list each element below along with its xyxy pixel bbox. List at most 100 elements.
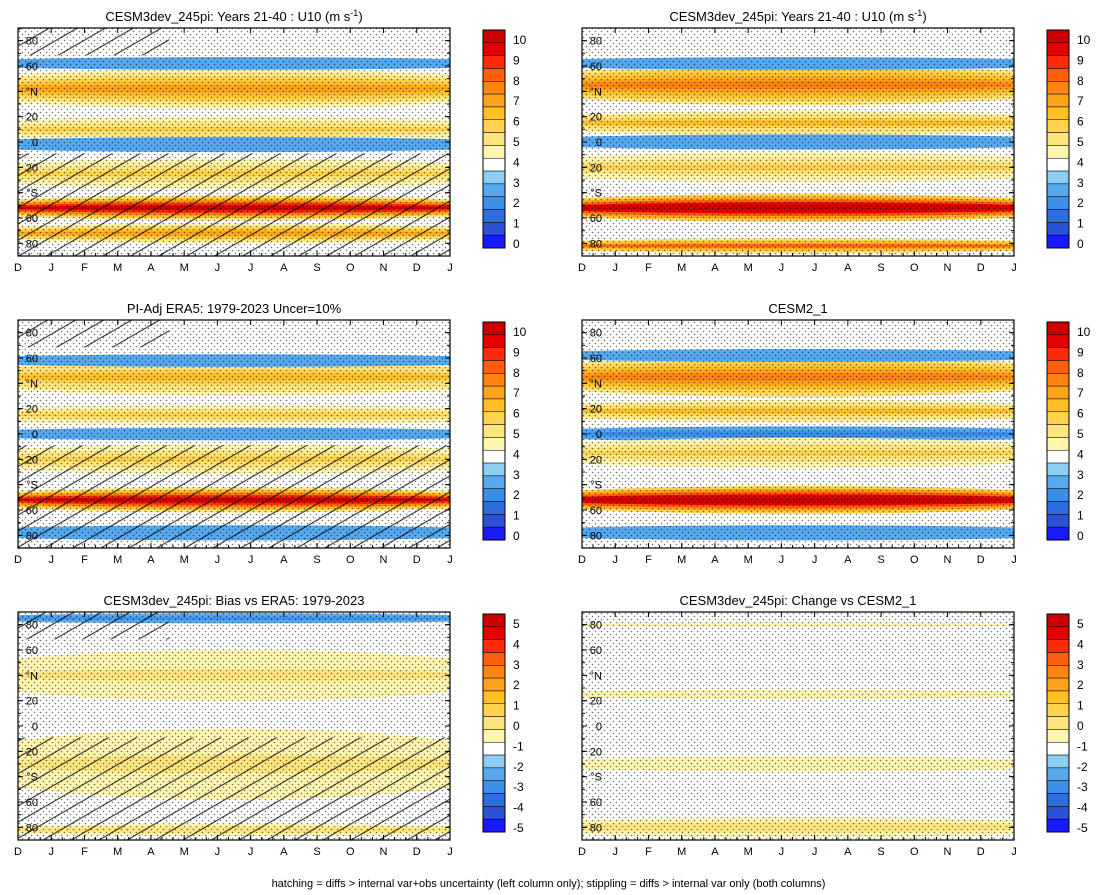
colorbar-label: 0 <box>513 237 520 251</box>
colorbar-label: 7 <box>513 386 520 400</box>
x-tick-label: D <box>14 554 22 566</box>
y-tick-label: 20 <box>590 454 602 466</box>
x-tick-label: J <box>779 846 785 858</box>
colorbar-swatch <box>1046 793 1070 807</box>
x-tick-label: O <box>346 846 355 858</box>
x-tick-label: S <box>313 554 320 566</box>
x-tick-label: J <box>447 554 453 566</box>
x-tick-label: A <box>711 262 719 274</box>
colorbar-label: 4 <box>1077 637 1084 651</box>
colorbar-swatch <box>1046 818 1070 833</box>
y-tick-label: 20 <box>590 112 602 124</box>
colorbar-swatch <box>482 321 506 336</box>
x-tick-label: M <box>113 846 122 858</box>
colorbar-label: 0 <box>513 529 520 543</box>
colorbar-label: 3 <box>1077 176 1084 190</box>
colorbar-swatch <box>1046 360 1070 374</box>
colorbar-label: 8 <box>1077 366 1084 380</box>
colorbar-swatch <box>1046 347 1070 361</box>
y-tick-label: °S <box>26 772 38 784</box>
x-tick-label: M <box>744 554 753 566</box>
colorbar-swatch <box>1046 196 1070 210</box>
colorbar: 5 4 3 2 1 0 -1 -2 -3 -4 -5 <box>482 613 524 835</box>
colorbar-swatch <box>1046 132 1070 146</box>
colorbar-label: 1 <box>1077 509 1084 523</box>
y-tick-label: °N <box>26 670 38 682</box>
x-tick-label: M <box>180 846 189 858</box>
colorbar-swatch <box>1046 526 1070 541</box>
x-tick-label: M <box>113 554 122 566</box>
colorbar-label: -4 <box>1077 801 1088 815</box>
colorbar-label: 3 <box>1077 658 1084 672</box>
colorbar-swatch <box>1046 639 1070 653</box>
x-tick-label: D <box>977 846 985 858</box>
x-tick-label: A <box>147 846 155 858</box>
plot-area <box>18 612 450 840</box>
colorbar-swatch <box>1046 665 1070 679</box>
x-tick-label: S <box>877 262 884 274</box>
colorbar-swatch <box>482 385 506 400</box>
colorbar-label: -2 <box>1077 760 1088 774</box>
x-tick-label: N <box>380 262 388 274</box>
colorbar-label: 10 <box>1077 33 1091 47</box>
y-tick-label: 80 <box>26 620 38 632</box>
plot-area <box>18 320 450 548</box>
colorbar-swatch <box>482 209 506 223</box>
x-tick-label: A <box>280 846 288 858</box>
colorbar-label: 5 <box>513 427 520 441</box>
colorbar-label: 4 <box>1077 155 1084 169</box>
stippling-overlay <box>582 28 1014 256</box>
colorbar-swatch <box>482 398 506 413</box>
colorbar-swatch <box>1046 321 1070 336</box>
x-tick-label: J <box>215 846 221 858</box>
x-tick-label: M <box>744 846 753 858</box>
colorbar-swatch <box>482 639 506 653</box>
x-tick-label: A <box>147 262 155 274</box>
colorbar-label: 1 <box>1077 217 1084 231</box>
colorbar-label: 10 <box>513 33 527 47</box>
colorbar-swatch <box>482 183 506 197</box>
x-tick-label: J <box>1011 262 1017 274</box>
x-tick-label: A <box>280 554 288 566</box>
x-tick-label: J <box>812 846 818 858</box>
colorbar-label: 9 <box>1077 345 1084 359</box>
x-tick-label: J <box>447 846 453 858</box>
panel-title: CESM3dev_245pi: Years 21-40 : U10 (m s-1… <box>105 8 362 24</box>
y-axis: 80 60 °N 20 0 20 °S 60 80 <box>582 27 1014 257</box>
colorbar-swatch <box>1046 475 1070 489</box>
colorbar-swatch <box>482 780 506 794</box>
y-tick-label: 80 <box>26 328 38 340</box>
x-tick-label: J <box>48 554 54 566</box>
y-axis: 80 60 °N 20 0 20 °S 60 80 <box>582 611 1014 841</box>
y-tick-label: 20 <box>26 112 38 124</box>
plot-area <box>582 320 1014 548</box>
x-tick-label: M <box>180 554 189 566</box>
panel-p2: CESM3dev_245pi: Years 21-40 : U10 (m s-1… <box>578 8 1091 274</box>
colorbar-frame <box>482 613 506 833</box>
colorbar-swatch <box>482 334 506 348</box>
hatching-overlay <box>18 28 170 56</box>
x-tick-label: J <box>812 262 818 274</box>
y-tick-label: °N <box>26 378 38 390</box>
x-tick-label: F <box>645 554 652 566</box>
colorbar-swatch <box>482 665 506 679</box>
hatching-overlay <box>18 153 450 256</box>
x-tick-label: D <box>977 554 985 566</box>
panel-p5: CESM3dev_245pi: Bias vs ERA5: 1979-2023 8… <box>14 593 524 858</box>
panel-title: CESM3dev_245pi: Years 21-40 : U10 (m s-1… <box>669 8 926 24</box>
y-tick-label: 20 <box>590 162 602 174</box>
x-tick-label: O <box>910 846 919 858</box>
colorbar-swatch <box>1046 29 1070 44</box>
colorbar-frame <box>1046 321 1070 541</box>
stippling-overlay <box>582 612 1014 840</box>
colorbar-swatch <box>482 729 506 743</box>
x-tick-label: D <box>413 262 421 274</box>
colorbar-swatch <box>1046 42 1070 56</box>
x-tick-label: O <box>910 262 919 274</box>
y-tick-label: 0 <box>596 721 602 733</box>
colorbar-frame <box>482 321 506 541</box>
